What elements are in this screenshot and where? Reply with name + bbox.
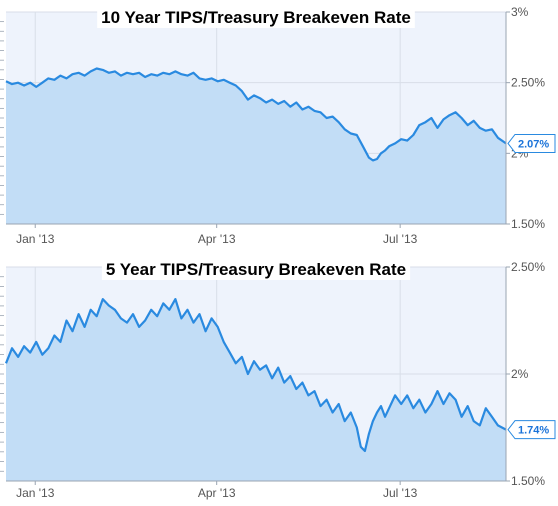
x-tick-label: Jul '13: [383, 232, 418, 246]
chart-title: 10 Year TIPS/Treasury Breakeven Rate: [97, 7, 415, 28]
x-tick-label: Jan '13: [16, 232, 55, 246]
last-value-label: 2.07%: [507, 133, 556, 153]
y-tick-label: 2.50%: [511, 76, 545, 90]
axes: 2.50% 2% 1.50% Jan '13 Apr '13 Jul '13: [0, 260, 545, 500]
last-value-box: [507, 133, 556, 153]
chart-5-year-svg: 2.50% 2% 1.50% Jan '13 Apr '13 Jul '13 5 Year…: [0, 259, 556, 500]
chart-title-background: [101, 259, 411, 280]
y-tick-label: 3%: [511, 5, 529, 19]
area-fill: [6, 299, 506, 481]
series-line: [5, 67, 507, 162]
x-tick-label: Jan '13: [16, 486, 55, 500]
last-value-label: 1.74%: [507, 420, 556, 440]
area-fill: [6, 68, 506, 224]
chart-title-text: 10 Year TIPS/Treasury Breakeven Rate: [101, 8, 411, 27]
chart-10-year-svg: 3%2.50%2%1.50%Jan '13 Apr '13 Jul '13 10 Y…: [0, 5, 556, 246]
last-value-box: [507, 420, 556, 440]
chart-10-year: 3% 2.50% 2% 1.50% Jan '13 Apr '13 Jul '13 10 Y…: [0, 0, 558, 250]
y-tick-label: 1.50%: [511, 217, 545, 231]
x-tick-label: Apr '13: [198, 232, 236, 246]
chart-title: 5 Year TIPS/Treasury Breakeven Rate: [101, 259, 411, 280]
last-value-text: 2.07%: [518, 138, 549, 150]
y-tick-label: 2%: [511, 367, 529, 381]
chart-title-text: 5 Year TIPS/Treasury Breakeven Rate: [106, 260, 406, 279]
series-line: [4, 298, 507, 453]
x-tick-label: Apr '13: [198, 486, 236, 500]
axes: 3%2.50%2%1.50%Jan '13 Apr '13 Jul '13: [0, 5, 545, 246]
y-tick-label: 2.50%: [511, 260, 545, 274]
chart-title-background: [97, 7, 415, 28]
chart-5-year: 2.50% 2% 1.50% Jan '13 Apr '13 Jul '13 5 Year…: [0, 257, 558, 506]
y-tick-label: 1.50%: [511, 474, 545, 488]
last-value-text: 1.74%: [518, 425, 549, 437]
x-tick-label: Jul '13: [383, 486, 418, 500]
